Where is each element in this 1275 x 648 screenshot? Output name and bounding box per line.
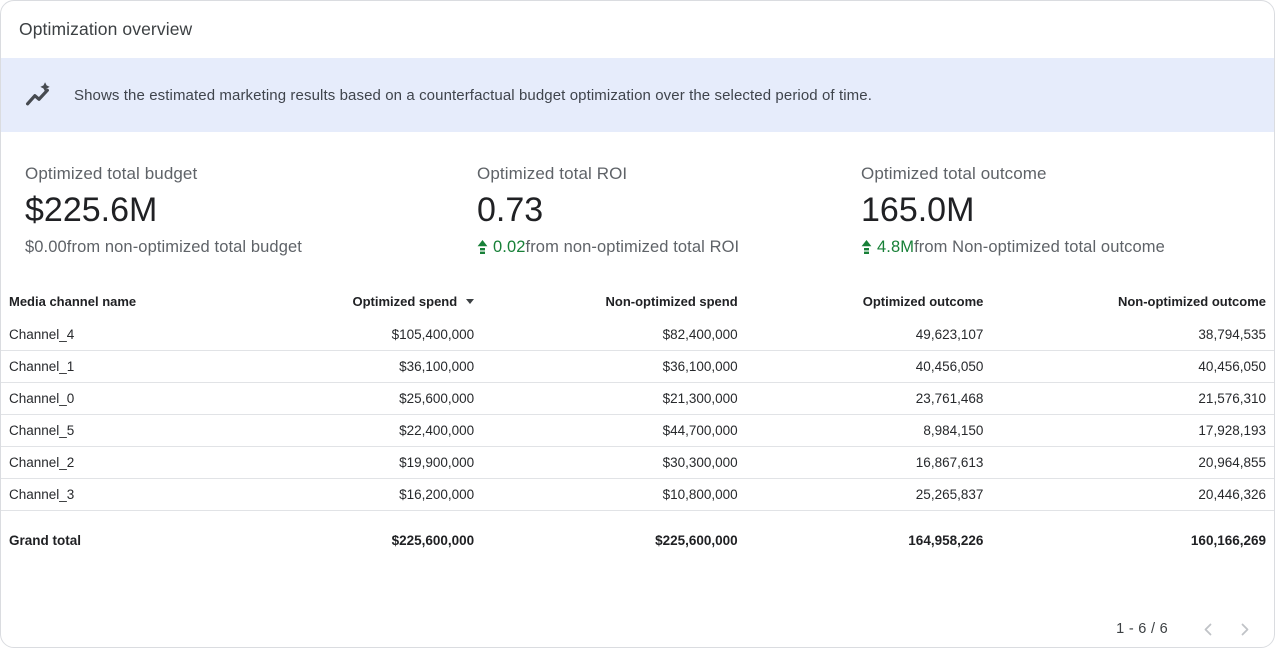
cell-non-optimized-outcome: 20,446,326 xyxy=(1198,487,1266,503)
table-row: Channel_5 $22,400,000 $44,700,000 8,984,150… xyxy=(1,415,1274,447)
kpi-optimized-total-budget: Optimized total budget $225.6M $0.00 fro… xyxy=(25,164,477,257)
cell-optimized-spend: $19,900,000 xyxy=(399,455,475,471)
column-header-optimized-spend[interactable]: Optimized spend xyxy=(319,285,482,319)
cell-optimized-spend: $36,100,000 xyxy=(399,359,475,375)
cell-optimized-spend: $16,200,000 xyxy=(399,487,475,503)
cell-non-optimized-spend: $21,300,000 xyxy=(662,391,738,407)
kpi-label: Optimized total ROI xyxy=(477,164,628,183)
cell-non-optimized-spend: $30,300,000 xyxy=(662,455,738,471)
cell-non-optimized-outcome: 38,794,535 xyxy=(1198,327,1266,343)
grand-total-non-optimized-spend: $225,600,000 xyxy=(655,533,738,549)
grand-total-optimized-spend: $225,600,000 xyxy=(391,533,475,549)
kpi-label: Optimized total budget xyxy=(25,164,198,183)
card-titlebar: Optimization overview xyxy=(1,1,1274,58)
cell-optimized-spend: $22,400,000 xyxy=(399,423,475,439)
chevron-left-icon xyxy=(1204,623,1211,635)
cell-non-optimized-outcome: 40,456,050 xyxy=(1198,359,1266,375)
cell-optimized-spend: $105,400,000 xyxy=(391,327,475,343)
table-row: Channel_0 $25,600,000 $21,300,000 23,761,46… xyxy=(1,383,1274,415)
table-row: Channel_4 $105,400,000 $82,400,000 49,623,1… xyxy=(1,319,1274,351)
kpi-optimized-total-roi: Optimized total ROI 0.73 0.02 from non-o… xyxy=(477,164,861,257)
grand-total-row: Grand total $225,600,000 $225,600,000 164,9… xyxy=(1,511,1274,559)
chevron-right-icon xyxy=(1241,623,1248,635)
cell-non-optimized-spend: $10,800,000 xyxy=(662,487,738,503)
kpi-delta-amount: 0.02 xyxy=(493,237,526,256)
grand-total-label: Grand total xyxy=(9,533,82,549)
column-header-label: Optimized spend xyxy=(352,294,458,310)
kpi-delta-caption: from non-optimized total ROI xyxy=(525,237,740,256)
cell-optimized-outcome: 16,867,613 xyxy=(915,455,984,471)
kpi-label: Optimized total outcome xyxy=(861,164,1047,183)
info-banner: Shows the estimated marketing results ba… xyxy=(1,58,1274,132)
kpi-value: 165.0M xyxy=(861,191,975,229)
kpi-value: 0.73 xyxy=(477,191,544,229)
cell-media-channel-name: Channel_1 xyxy=(9,359,75,375)
cell-optimized-outcome: 8,984,150 xyxy=(923,423,984,439)
column-header-media-channel-name[interactable]: Media channel name xyxy=(9,294,137,310)
kpi-delta: 4.8M from Non-optimized total outcome xyxy=(861,238,1250,257)
cell-optimized-outcome: 25,265,837 xyxy=(915,487,984,503)
cell-media-channel-name: Channel_4 xyxy=(9,327,75,343)
grand-total-non-optimized-outcome: 160,166,269 xyxy=(1190,533,1266,549)
cell-media-channel-name: Channel_2 xyxy=(9,455,75,471)
trend-up-icon xyxy=(477,239,488,254)
channel-table: Media channel name Optimized spend Non-o… xyxy=(1,257,1274,609)
next-page-button[interactable] xyxy=(1226,611,1262,647)
banner-text: Shows the estimated marketing results ba… xyxy=(74,86,872,104)
cell-non-optimized-spend: $82,400,000 xyxy=(662,327,738,343)
page-title: Optimization overview xyxy=(19,19,193,39)
table-header-row: Media channel name Optimized spend Non-o… xyxy=(1,285,1274,319)
kpi-value: $225.6M xyxy=(25,191,158,229)
cell-non-optimized-outcome: 21,576,310 xyxy=(1198,391,1266,407)
grand-total-optimized-outcome: 164,958,226 xyxy=(908,533,984,549)
column-header-optimized-outcome[interactable]: Optimized outcome xyxy=(862,294,984,310)
kpi-optimized-total-outcome: Optimized total outcome 165.0M 4.8M from… xyxy=(861,164,1250,257)
cell-non-optimized-outcome: 20,964,855 xyxy=(1198,455,1266,471)
column-header-non-optimized-spend[interactable]: Non-optimized spend xyxy=(605,294,738,310)
cell-optimized-outcome: 23,761,468 xyxy=(915,391,984,407)
kpi-delta: $0.00 from non-optimized total budget xyxy=(25,238,477,257)
cell-media-channel-name: Channel_5 xyxy=(9,423,75,439)
previous-page-button[interactable] xyxy=(1190,611,1226,647)
table-row: Channel_2 $19,900,000 $30,300,000 16,867,61… xyxy=(1,447,1274,479)
pagination-range: 1 - 6 / 6 xyxy=(1116,621,1168,637)
cell-optimized-outcome: 40,456,050 xyxy=(915,359,984,375)
cell-non-optimized-spend: $44,700,000 xyxy=(662,423,738,439)
kpi-delta: 0.02 from non-optimized total ROI xyxy=(477,238,861,257)
insights-icon xyxy=(25,81,50,105)
table-body: Channel_4 $105,400,000 $82,400,000 49,623,1… xyxy=(1,319,1274,511)
sort-descending-icon xyxy=(466,299,475,305)
cell-non-optimized-outcome: 17,928,193 xyxy=(1198,423,1266,439)
cell-non-optimized-spend: $36,100,000 xyxy=(662,359,738,375)
cell-media-channel-name: Channel_0 xyxy=(9,391,75,407)
column-header-non-optimized-outcome[interactable]: Non-optimized outcome xyxy=(1117,294,1266,310)
kpi-delta-amount: 4.8M xyxy=(877,237,915,256)
kpi-delta-caption: from non-optimized total budget xyxy=(66,237,302,256)
table-row: Channel_3 $16,200,000 $10,800,000 25,265,83… xyxy=(1,479,1274,511)
cell-media-channel-name: Channel_3 xyxy=(9,487,75,503)
cell-optimized-spend: $25,600,000 xyxy=(399,391,475,407)
scorecard-row: Optimized total budget $225.6M $0.00 fro… xyxy=(1,132,1274,257)
cell-optimized-outcome: 49,623,107 xyxy=(915,327,984,343)
kpi-delta-amount: $0.00 xyxy=(25,237,67,256)
table-row: Channel_1 $36,100,000 $36,100,000 40,456,05… xyxy=(1,351,1274,383)
kpi-delta-caption: from Non-optimized total outcome xyxy=(914,237,1165,256)
pagination: 1 - 6 / 6 xyxy=(1,609,1274,647)
trend-up-icon xyxy=(861,239,872,254)
